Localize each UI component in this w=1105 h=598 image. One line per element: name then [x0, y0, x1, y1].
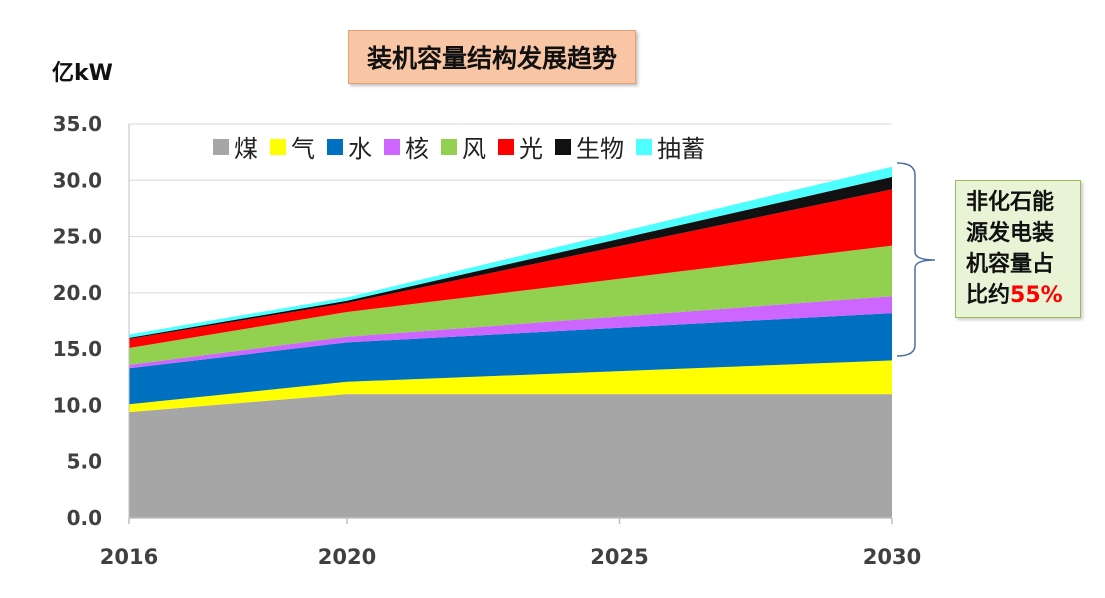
legend-swatch [555, 138, 571, 155]
legend-swatch [270, 138, 286, 155]
legend-item: 气 [270, 129, 315, 164]
legend-label: 生物 [576, 135, 624, 163]
legend-swatch [213, 138, 229, 155]
chart-title: 装机容量结构发展趋势 [348, 30, 637, 84]
area-series-气 [129, 360, 892, 413]
x-tick-label: 2020 [318, 545, 376, 569]
x-tick-label: 2025 [590, 545, 648, 569]
x-tick-label: 2030 [863, 545, 921, 569]
y-tick-label: 20.0 [53, 281, 102, 305]
y-tick-label: 15.0 [53, 337, 102, 361]
legend-label: 风 [462, 135, 486, 163]
legend-item: 生物 [555, 129, 624, 164]
note-line-4: 比约55% [966, 280, 1080, 311]
legend-label: 光 [519, 135, 543, 163]
note-line-4-prefix: 比约 [966, 283, 1011, 308]
note-line-3: 机容量占 [966, 252, 1055, 277]
y-tick-label: 35.0 [53, 112, 102, 136]
legend-item: 光 [498, 129, 543, 164]
legend-item: 风 [441, 129, 486, 164]
legend-label: 水 [348, 135, 372, 163]
legend-item: 水 [327, 129, 372, 164]
y-tick-label: 5.0 [67, 450, 102, 474]
x-tick-label: 2016 [100, 545, 158, 569]
legend-swatch [327, 138, 343, 155]
area-series-光 [129, 189, 892, 349]
legend-swatch [636, 138, 652, 155]
chart-title-text: 装机容量结构发展趋势 [367, 44, 618, 73]
share-bracket [896, 162, 936, 357]
legend-item: 核 [384, 129, 429, 164]
legend-label: 核 [405, 135, 429, 163]
legend-item: 煤 [213, 129, 258, 164]
legend-label: 气 [291, 135, 315, 163]
area-series-风 [129, 245, 892, 365]
y-tick-label: 10.0 [53, 393, 102, 417]
y-tick-label: 25.0 [53, 225, 102, 249]
area-series-核 [129, 296, 892, 369]
chart-legend: 煤 气 水 核 风 光 生物 抽蓄 [213, 129, 705, 164]
legend-swatch [498, 138, 514, 155]
y-tick-label: 30.0 [53, 168, 102, 192]
legend-label: 抽蓄 [657, 135, 705, 163]
area-series-煤 [129, 394, 892, 518]
note-line-1: 非化石能 [966, 190, 1055, 215]
legend-swatch [384, 138, 400, 155]
y-axis-unit-label: 亿kW [52, 61, 113, 86]
area-series-水 [129, 313, 892, 405]
non-fossil-share-note: 非化石能 源发电装 机容量占 比约55% [955, 180, 1081, 318]
legend-label: 煤 [234, 135, 258, 163]
note-percent: 55% [1010, 283, 1063, 308]
note-line-2: 源发电装 [966, 221, 1055, 246]
legend-item: 抽蓄 [636, 129, 705, 164]
y-tick-label: 0.0 [67, 506, 102, 530]
legend-swatch [441, 138, 457, 155]
